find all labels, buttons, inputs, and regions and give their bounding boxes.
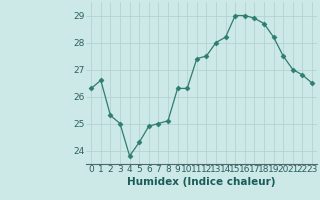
- X-axis label: Humidex (Indice chaleur): Humidex (Indice chaleur): [127, 177, 276, 187]
